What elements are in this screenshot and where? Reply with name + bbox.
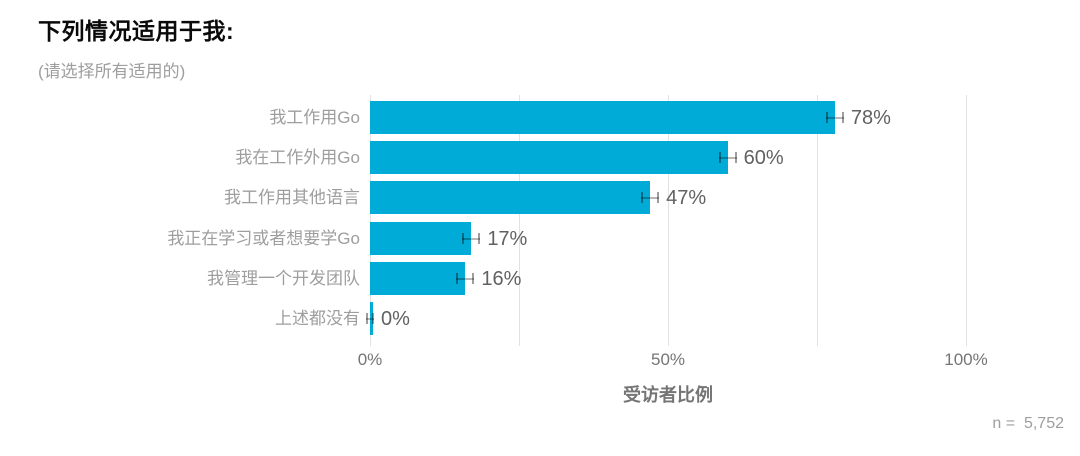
category-label: 我工作用Go (269, 107, 360, 127)
category-label: 上述都没有 (275, 308, 360, 328)
bar (370, 222, 472, 255)
bar (370, 302, 373, 335)
bar (370, 101, 835, 134)
gridline-0pct (370, 95, 371, 346)
value-label: 16% (481, 267, 522, 290)
error-bar-line (366, 317, 374, 320)
value-label: 17% (487, 227, 528, 250)
error-bar-cap-left (456, 273, 459, 284)
category-label: 我工作用其他语言 (224, 187, 360, 207)
value-label: 47% (666, 186, 707, 209)
error-bar-cap-right (372, 313, 374, 324)
error-bar-line (718, 156, 737, 159)
x-tick-label: 50% (650, 350, 686, 369)
bar (370, 181, 651, 214)
error-bar-cap-right (657, 192, 660, 203)
gridline-100pct (966, 95, 967, 346)
gridline-75pct (817, 95, 818, 346)
error-bar-cap-right (478, 233, 481, 244)
error-bar-cap-right (841, 112, 844, 123)
x-axis-title: 受访者比例 (623, 385, 713, 405)
error-bar-line (825, 116, 844, 119)
sample-size-label: n = 5,752 (992, 415, 1064, 432)
gridline-25pct (519, 95, 520, 346)
bar (370, 262, 466, 295)
error-bar-cap-left (462, 233, 465, 244)
x-tick-label: 0% (357, 350, 383, 369)
error-bar-cap-right (734, 152, 737, 163)
error-bar-line (641, 196, 660, 199)
category-label: 我正在学习或者想要学Go (167, 228, 360, 248)
bar (370, 141, 728, 174)
error-bar-line (456, 277, 475, 280)
error-bar-cap-left (641, 192, 644, 203)
value-label: 0% (381, 307, 410, 330)
error-bar-cap-right (472, 273, 475, 284)
value-label: 60% (743, 146, 784, 169)
error-bar-line (462, 237, 481, 240)
chart-title: 下列情况适用于我: (38, 18, 235, 44)
error-bar-cap-left (718, 152, 721, 163)
category-label: 我管理一个开发团队 (207, 268, 360, 288)
category-label: 我在工作外用Go (235, 147, 360, 167)
error-bar-cap-left (366, 313, 368, 324)
error-bar-cap-left (825, 112, 828, 123)
chart-subtitle: (请选择所有适用的) (38, 62, 186, 81)
gridline-50pct (668, 95, 669, 346)
x-tick-label: 100% (944, 350, 988, 369)
value-label: 78% (850, 106, 891, 129)
